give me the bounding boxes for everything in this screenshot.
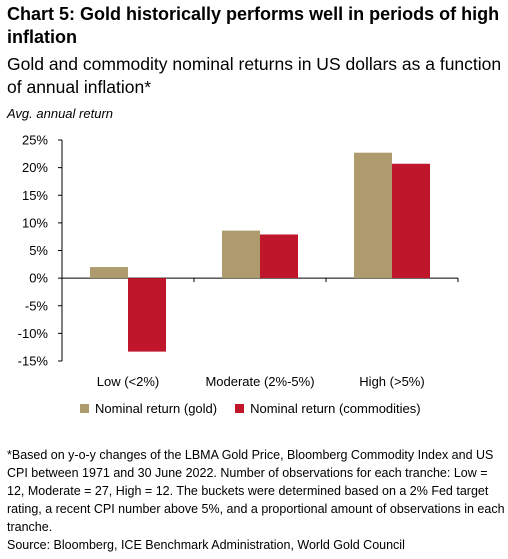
bar-commodities-0	[128, 278, 166, 352]
bar-gold-0	[90, 267, 128, 279]
legend-label-commodities: Nominal return (commodities)	[250, 401, 421, 416]
bar-gold-2	[354, 152, 392, 279]
legend-label-gold: Nominal return (gold)	[95, 401, 218, 416]
y-tick-label: 25%	[22, 133, 48, 148]
bar-gold-1	[222, 230, 260, 279]
y-axis-unit-label: Avg. annual return	[7, 106, 113, 121]
source-note: Source: Bloomberg, ICE Benchmark Adminis…	[7, 538, 405, 552]
y-tick-label: 0%	[29, 271, 48, 286]
y-tick-label: -10%	[18, 326, 49, 341]
bar-commodities-1	[260, 234, 298, 279]
chart-legend: Nominal return (gold) Nominal return (co…	[80, 401, 421, 416]
chart-subtitle: Gold and commodity nominal returns in US…	[7, 54, 502, 97]
footnote: *Based on y-o-y changes of the LBMA Gold…	[7, 448, 505, 534]
y-tick-label: 10%	[22, 215, 48, 230]
bar-commodities-2	[392, 163, 430, 279]
y-tick-label: -15%	[18, 354, 49, 369]
y-tick-label: 5%	[29, 243, 48, 258]
chart-tick-labels: 25% 20% 15% 10% 5% 0% -5% -10% -15% Low (<2%) Mode…	[18, 133, 425, 390]
legend-item-commodities: Nominal return (commodities)	[235, 401, 421, 416]
y-tick-label: -5%	[25, 298, 49, 313]
chart-bars	[90, 152, 430, 352]
bar-chart: 25% 20% 15% 10% 5% 0% -5% -10% -15% Low (<2%) Mode…	[18, 133, 459, 390]
y-tick-label: 20%	[22, 160, 48, 175]
chart-title: Chart 5: Gold historically performs well…	[7, 4, 500, 47]
legend-swatch-gold	[80, 404, 89, 413]
legend-item-gold: Nominal return (gold)	[80, 401, 217, 416]
x-tick-label: High (>5%)	[359, 374, 424, 389]
x-tick-label: Moderate (2%-5%)	[205, 374, 314, 389]
x-tick-label: Low (<2%)	[97, 374, 160, 389]
y-tick-label: 15%	[22, 188, 48, 203]
legend-swatch-commodities	[235, 404, 245, 413]
